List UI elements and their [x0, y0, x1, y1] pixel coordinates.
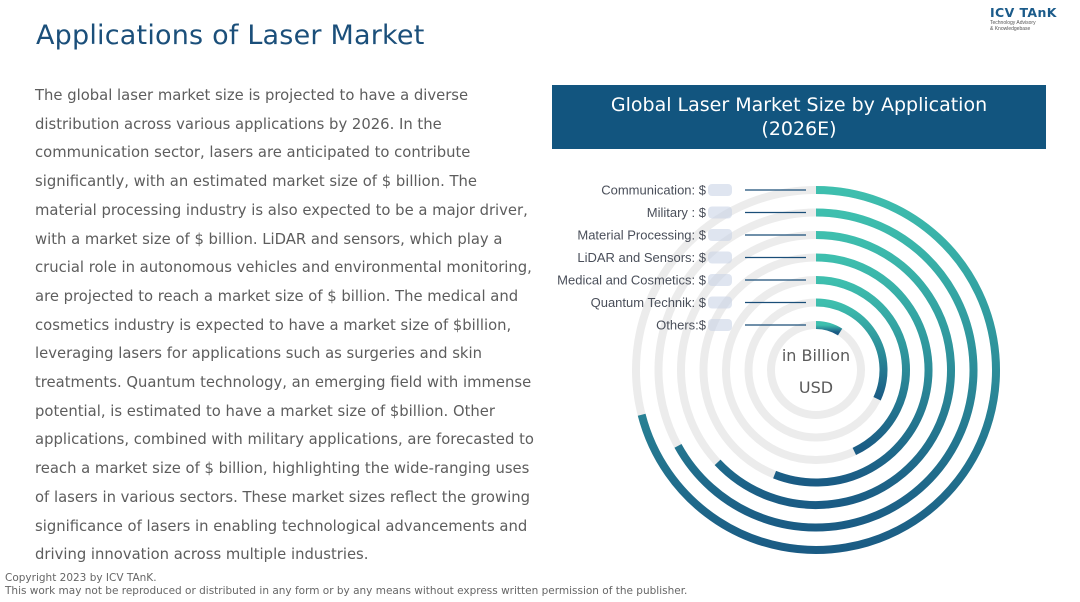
- center-label-currency: USD: [799, 378, 833, 397]
- ring-bar: [815, 321, 843, 336]
- ring-bar: [674, 208, 978, 532]
- category-label: LiDAR and Sensors: $: [577, 250, 706, 265]
- copyright-footer: Copyright 2023 by ICV TAnK. This work ma…: [5, 572, 687, 598]
- obscured-value: [708, 184, 732, 196]
- logo-name: ICV TAnK: [990, 5, 1057, 20]
- ring-bar: [815, 298, 888, 401]
- category-label: Material Processing: $: [577, 228, 706, 243]
- center-label-unit: in Billion: [782, 346, 850, 365]
- description-paragraph: The global laser market size is projecte…: [35, 87, 534, 564]
- logo-tagline-1: Technology Advisory: [990, 20, 1036, 26]
- obscured-value: [708, 296, 732, 309]
- ring-bar: [637, 186, 1000, 554]
- page-title: Applications of Laser Market: [36, 20, 425, 51]
- rights-notice: This work may not be reproduced or distr…: [5, 585, 688, 597]
- category-label: Communication: $: [601, 183, 707, 198]
- obscured-value: [708, 206, 732, 219]
- category-label: Medical and Cosmetics: $: [557, 273, 707, 288]
- chart-title: Global Laser Market Size by Application …: [610, 94, 988, 140]
- obscured-value: [708, 251, 732, 264]
- obscured-value: [708, 319, 732, 331]
- obscured-value: [708, 274, 732, 286]
- ring-bar: [714, 231, 955, 509]
- category-label: Others:$: [656, 318, 707, 333]
- category-label: Military : $: [647, 205, 707, 220]
- radial-bar-chart: Communication: $ Military : $ Material Pro…: [557, 183, 1000, 554]
- logo-tagline-2: & Knowledgebase: [990, 26, 1031, 32]
- ring-bar: [815, 276, 910, 456]
- obscured-value: [708, 229, 732, 241]
- chart-title-banner: Global Laser Market Size by Application …: [552, 85, 1046, 149]
- logo: ICV TAnK Technology Advisory & Knowledge…: [990, 5, 1070, 32]
- ring-bar: [773, 253, 933, 487]
- category-label: Quantum Technik: $: [591, 295, 707, 310]
- copyright-line: Copyright 2023 by ICV TAnK.: [5, 572, 157, 584]
- ring-track: [767, 321, 865, 419]
